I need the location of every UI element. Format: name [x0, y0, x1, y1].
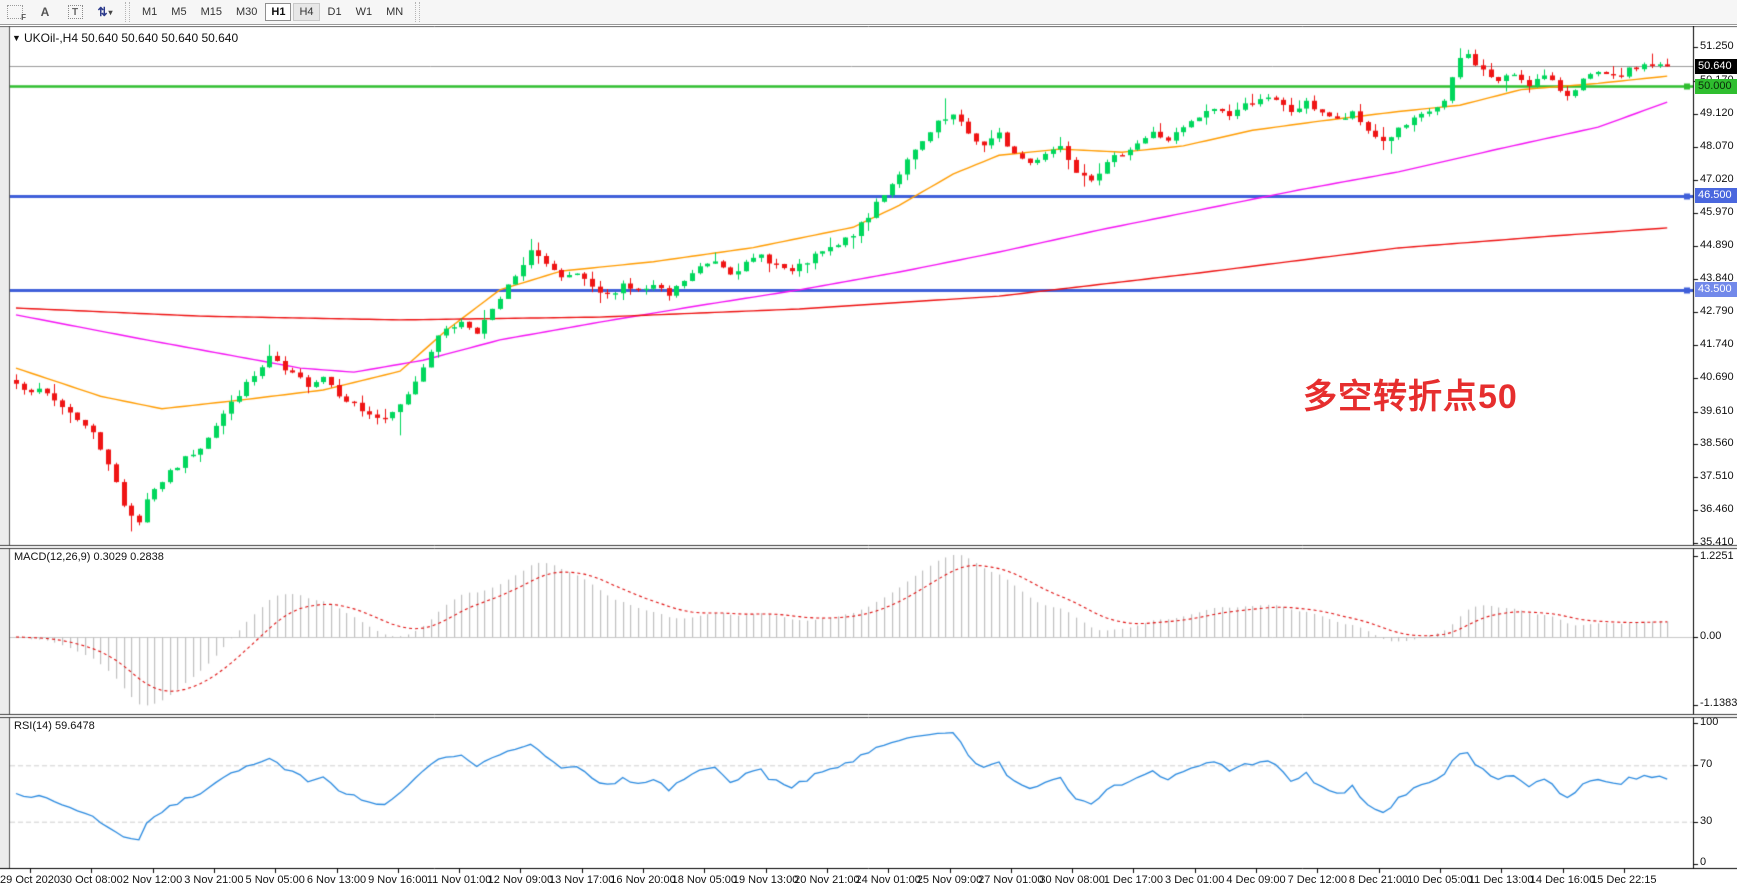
macd-axis-max: 1.2251: [1700, 550, 1734, 562]
macd-indicator-label: MACD(12,26,9) 0.3029 0.2838: [14, 551, 164, 563]
time-axis-label: 16 Nov 20:00: [610, 874, 676, 886]
time-axis-label: 15 Dec 22:15: [1591, 874, 1657, 886]
timeframe-m1-button[interactable]: M1: [142, 6, 158, 18]
price-tick-label: 48.070: [1700, 139, 1734, 152]
rsi-axis-30: 30: [1700, 815, 1713, 827]
time-axis-label: 5 Nov 05:00: [245, 874, 305, 886]
macd-axis-zero: 0.00: [1700, 630, 1722, 642]
chart-plot-area[interactable]: [0, 26, 1737, 890]
time-axis-label: 20 Nov 21:00: [794, 874, 860, 886]
timeframe-mn-button[interactable]: MN: [386, 6, 404, 18]
timeframe-d1-button[interactable]: D1: [327, 6, 342, 18]
time-axis-label: 25 Nov 09:00: [916, 874, 983, 886]
time-axis-label: 11 Nov 01:00: [426, 874, 492, 886]
price-tick-label: 42.790: [1700, 305, 1734, 318]
arrows-glyph: ⇅: [97, 5, 108, 19]
price-tick-label: 47.020: [1700, 172, 1734, 185]
rsi-axis-70: 70: [1700, 758, 1713, 770]
timeframe-h4-button[interactable]: H4: [293, 3, 320, 21]
time-axis-label: 14 Dec 16:00: [1529, 874, 1596, 886]
time-axis-label: 30 Oct 08:00: [59, 874, 123, 886]
rsi-indicator-label: RSI(14) 59.6478: [14, 720, 95, 732]
price-tick-label: 36.460: [1700, 503, 1734, 516]
time-axis-label: 3 Nov 21:00: [184, 874, 244, 886]
text-box-icon[interactable]: T: [64, 3, 86, 21]
time-axis-label: 30 Nov 08:00: [1039, 874, 1105, 886]
rsi-axis-100: 100: [1700, 716, 1719, 728]
timeframe-m15-button[interactable]: M15: [200, 6, 222, 18]
hline-price-badge: 50.000: [1695, 78, 1737, 94]
price-tick-label: 49.120: [1700, 107, 1734, 119]
time-axis-label: 29 Oct 2020: [0, 874, 60, 886]
timeframe-m5-button[interactable]: M5: [171, 6, 187, 18]
time-axis-label: 8 Dec 21:00: [1348, 874, 1409, 886]
time-axis-label: 6 Nov 13:00: [306, 874, 367, 886]
price-tick-label: 39.610: [1700, 404, 1734, 417]
text-box-glyph: T: [67, 5, 83, 19]
price-tick-label: 41.740: [1700, 337, 1734, 350]
price-tick-label: 51.250: [1700, 40, 1734, 53]
rsi-axis-0: 0: [1700, 856, 1707, 868]
timeframe-h1-button[interactable]: H1: [265, 3, 292, 21]
hline-price-badge: 46.500: [1695, 188, 1737, 204]
toolbar: F A T ⇅ ▾ M1 M5 M15 M30 H1 H4 D1 W1 MN: [0, 0, 1737, 25]
toolbar-separator: [415, 2, 421, 22]
fibonacci-grid-icon[interactable]: F: [4, 3, 26, 22]
chart-title: UKOil-,H4 50.640 50.640 50.640 50.640: [24, 31, 239, 45]
arrows-style-icon[interactable]: ⇅ ▾: [94, 3, 116, 21]
time-axis-label: 2 Nov 12:00: [122, 874, 183, 886]
price-tick-label: 45.970: [1700, 205, 1734, 218]
time-axis-label: 3 Dec 01:00: [1165, 874, 1225, 886]
time-axis-label: 27 Nov 01:00: [978, 874, 1044, 886]
timeframe-w1-button[interactable]: W1: [355, 6, 373, 18]
price-tick-label: 38.560: [1700, 437, 1734, 450]
price-tick-label: 43.840: [1700, 272, 1734, 285]
macd-axis-min: -1.1383: [1700, 697, 1737, 709]
chart-text-annotation[interactable]: 多空转折点50: [1303, 378, 1518, 416]
time-axis-label: 9 Nov 16:00: [368, 874, 428, 886]
hline-price-badge: 43.500: [1695, 282, 1737, 298]
fibonacci-grid-glyph: F: [7, 5, 26, 22]
text-label-icon[interactable]: A: [40, 5, 50, 19]
time-axis-label: 10 Dec 05:00: [1407, 874, 1473, 886]
price-tick-label: 44.890: [1700, 239, 1734, 252]
chart-title-caret-icon[interactable]: ▼: [12, 33, 21, 43]
current-price-badge: 50.640: [1695, 58, 1737, 74]
toolbar-separator: [125, 2, 130, 22]
time-axis-label: 4 Dec 09:00: [1226, 874, 1286, 886]
price-tick-label: 37.510: [1700, 470, 1734, 483]
time-axis-label: 19 Nov 13:00: [732, 874, 799, 886]
time-axis-label: 11 Dec 13:00: [1468, 874, 1534, 886]
dropdown-caret-icon[interactable]: ▾: [108, 7, 113, 17]
price-tick-label: 35.410: [1700, 536, 1734, 548]
price-tick-label: 40.690: [1700, 370, 1734, 383]
time-axis-label: 13 Nov 17:00: [548, 874, 615, 886]
time-axis-label: 12 Nov 09:00: [487, 874, 554, 886]
time-axis-label: 18 Nov 05:00: [671, 874, 738, 886]
time-axis-label: 24 Nov 01:00: [855, 874, 921, 886]
time-axis-label: 7 Dec 12:00: [1287, 874, 1347, 886]
timeframe-m30-button[interactable]: M30: [235, 6, 258, 18]
time-axis-label: 1 Dec 17:00: [1103, 874, 1164, 886]
